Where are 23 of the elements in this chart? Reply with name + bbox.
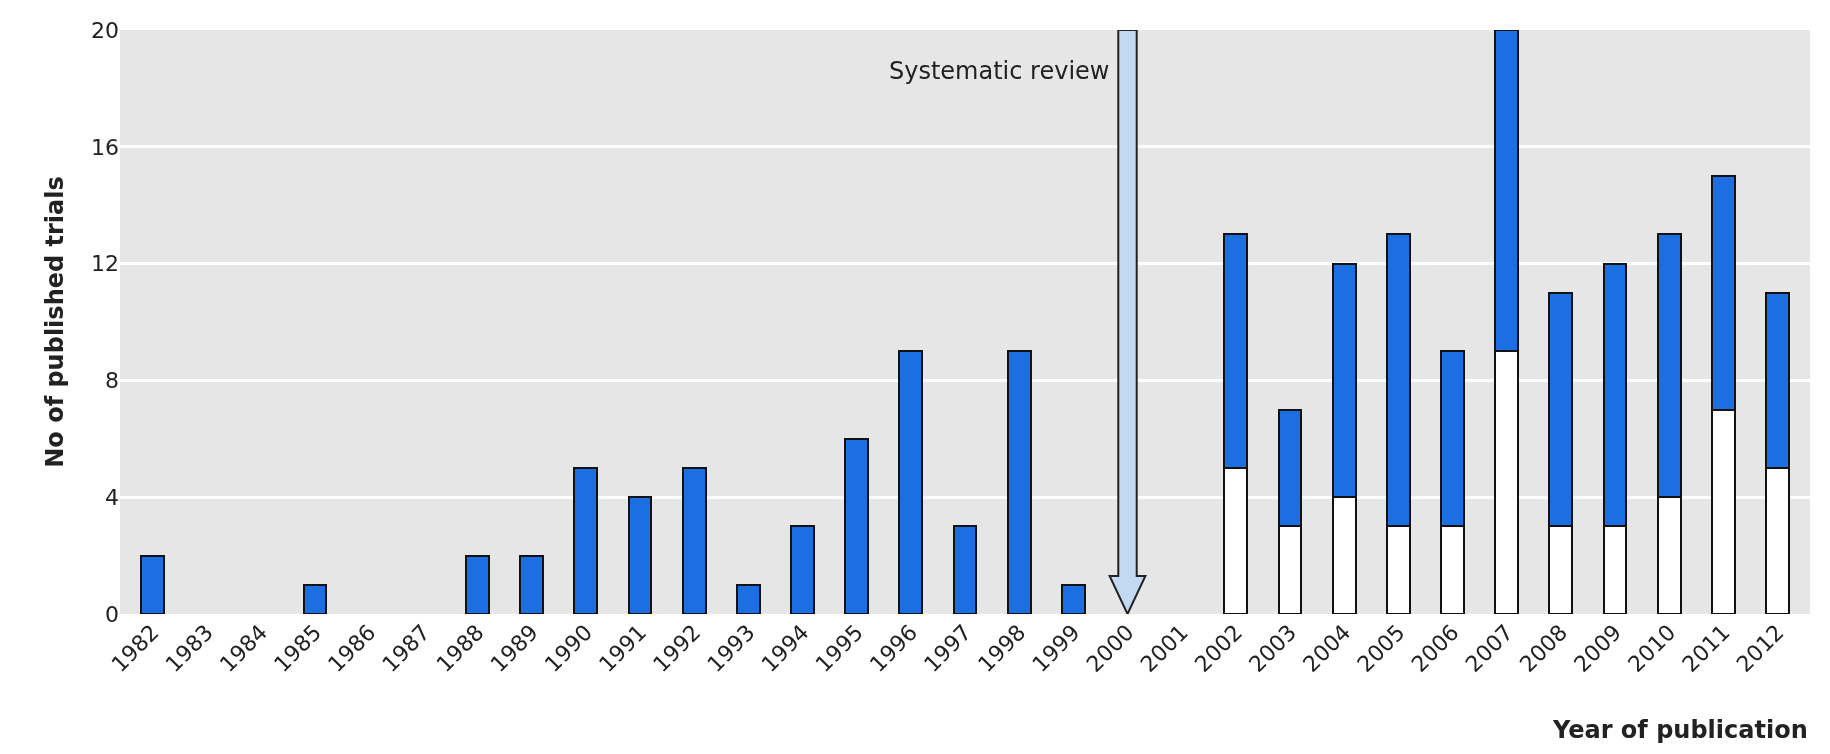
bar	[1060, 583, 1086, 614]
bar	[790, 525, 815, 614]
bar	[844, 437, 870, 614]
bar	[465, 554, 490, 614]
x-axis-title: Year of publication	[1552, 716, 1808, 744]
bar	[627, 496, 653, 614]
bar	[302, 583, 328, 614]
y-tick-label: 12	[91, 251, 119, 277]
ref-line-label: Systematic review	[889, 57, 1110, 85]
bar	[898, 350, 924, 614]
bar	[681, 467, 707, 614]
bar	[573, 467, 599, 614]
y-tick-label: 0	[105, 601, 119, 627]
y-axis-title: No of published trials	[41, 176, 70, 468]
bar	[952, 525, 978, 614]
y-tick-label: 20	[91, 17, 119, 43]
y-tick-label: 16	[91, 134, 119, 160]
bar	[519, 554, 545, 614]
y-tick-label: 4	[105, 484, 119, 510]
bar	[735, 583, 761, 614]
y-tick-label: 8	[105, 368, 119, 394]
bar	[140, 554, 165, 614]
bar	[1006, 350, 1032, 614]
